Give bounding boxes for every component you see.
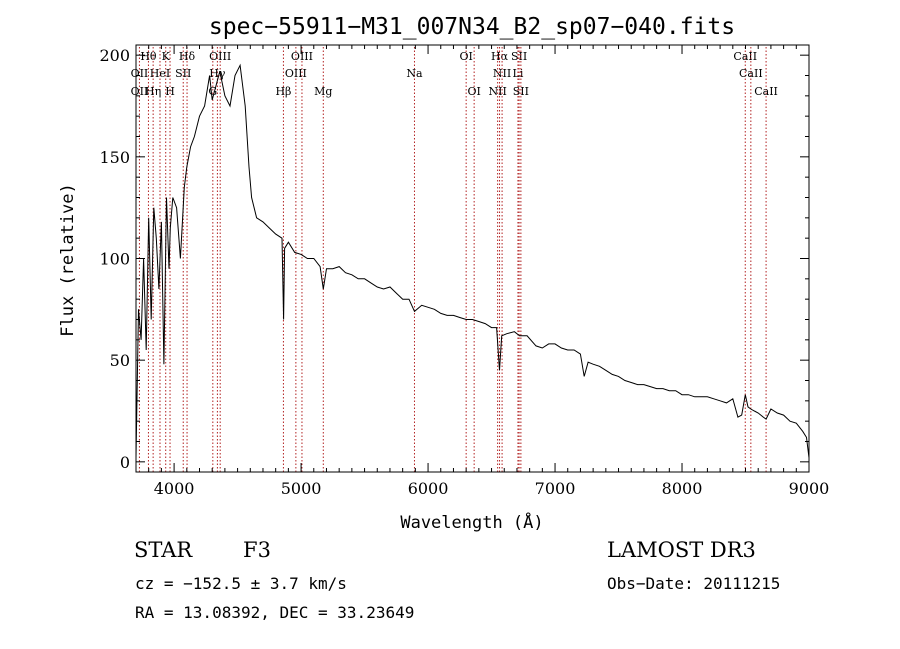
line-marker-label: CaII (733, 50, 757, 63)
line-marker-label: HeI (150, 67, 170, 80)
chart-title: spec−55911−M31_007N34_B2_sp07−040.fits (209, 14, 735, 40)
line-marker-label: OI (467, 85, 480, 98)
y-tick-label: 150 (99, 148, 130, 167)
x-tick-label: 5000 (281, 479, 322, 498)
y-axis-label: Flux (relative) (58, 183, 78, 337)
plot-frame (135, 44, 810, 473)
line-marker-label: Na (406, 67, 423, 80)
line-marker-label: OIII (291, 50, 313, 63)
line-marker-label: SII (511, 50, 527, 63)
spectrum-line (135, 63, 810, 458)
line-marker-label: H (165, 85, 175, 98)
line-marker-label: OIII (209, 50, 231, 63)
line-marker-label: K (162, 50, 171, 63)
line-marker-label: OI (459, 50, 472, 63)
x-axis-label: Wavelength (Å) (400, 511, 543, 533)
x-tick-label: 8000 (662, 479, 703, 498)
y-tick-label: 100 (99, 250, 130, 269)
x-axis: 4000 5000 6000 7000 8000 9000 (135, 45, 830, 498)
line-marker-label: Mg (314, 85, 332, 98)
y-tick-label: 200 (99, 46, 130, 65)
line-marker-label: Hβ (275, 85, 291, 98)
line-marker-label: Hη (145, 85, 161, 98)
line-marker-label: NII (488, 85, 506, 98)
line-marker-label: NII (493, 67, 511, 80)
coordinates: RA = 13.08392, DEC = 33.23649 (135, 603, 415, 622)
object-class: STAR (134, 538, 193, 562)
line-marker-label: Hδ (179, 50, 196, 63)
line-marker-label: Hα (491, 50, 509, 63)
line-marker-label: OIII (285, 67, 307, 80)
line-marker-label: SII (175, 67, 191, 80)
x-tick-label: 6000 (408, 479, 449, 498)
line-marker-label: G (208, 85, 217, 98)
obs-date: Obs−Date: 20111215 (607, 574, 781, 593)
y-tick-label: 50 (110, 351, 130, 370)
x-tick-label: 9000 (789, 479, 830, 498)
line-marker-label: SII (513, 85, 529, 98)
line-marker-label: OII (131, 85, 149, 98)
line-marker-label: Hγ (209, 67, 226, 80)
line-marker-label: CaII (754, 85, 778, 98)
subclass: F3 (243, 538, 271, 562)
y-tick-label: 0 (120, 453, 130, 472)
line-marker-label: Hθ (140, 50, 157, 63)
y-axis: 0 50 100 150 200 (99, 46, 809, 472)
line-marker-label: Li (513, 67, 524, 80)
line-marker-label: CaII (739, 67, 763, 80)
x-tick-label: 7000 (535, 479, 576, 498)
redshift-cz: cz = −152.5 ± 3.7 km/s (135, 574, 347, 593)
x-tick-label: 4000 (154, 479, 195, 498)
survey-name: LAMOST DR3 (607, 538, 756, 562)
line-marker-label: OII (131, 67, 149, 80)
